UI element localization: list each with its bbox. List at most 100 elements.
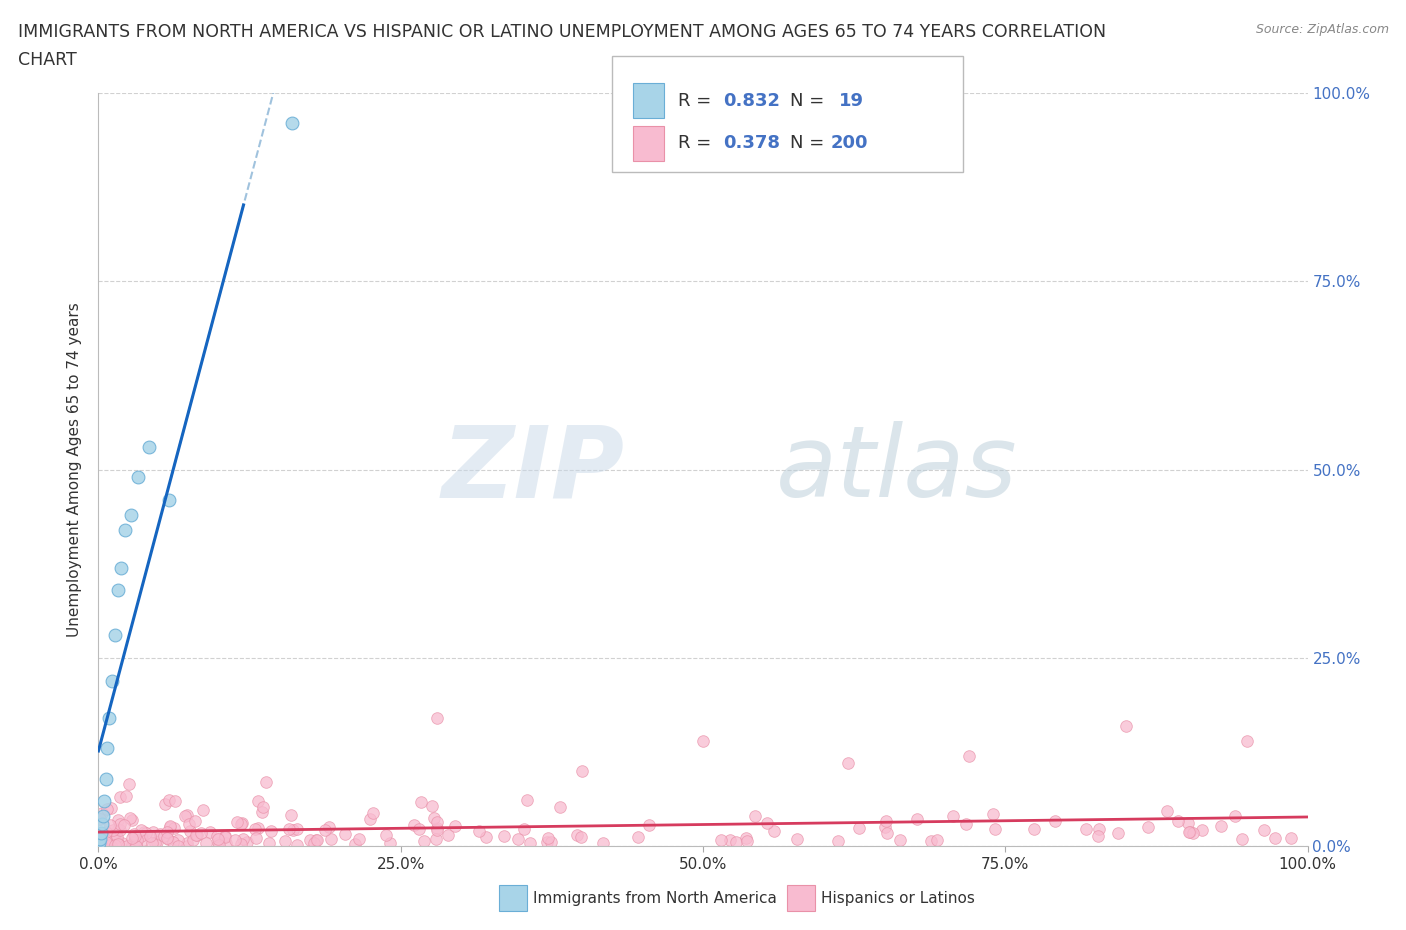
Point: [121, 830, 143, 845]
Point: [190, 825, 212, 840]
Point: [984, 821, 1007, 836]
Point: [122, 834, 145, 849]
Point: [955, 817, 977, 831]
Text: 200: 200: [831, 134, 869, 153]
Point: [163, 820, 186, 835]
Point: [827, 833, 849, 848]
Point: [90, 805, 112, 820]
Point: [423, 810, 446, 825]
Point: [592, 835, 614, 850]
Point: [361, 805, 384, 820]
Point: [174, 808, 197, 823]
Point: [129, 829, 152, 844]
Text: CHART: CHART: [18, 51, 77, 69]
Point: [214, 830, 236, 844]
Text: R =: R =: [678, 91, 717, 110]
Point: [444, 818, 467, 833]
Point: [93, 793, 115, 808]
Point: [274, 833, 297, 848]
Point: [156, 831, 179, 846]
Point: [100, 838, 122, 853]
Point: [125, 837, 148, 852]
Point: [104, 838, 127, 853]
Point: [252, 800, 274, 815]
Point: [1156, 804, 1178, 818]
Point: [1087, 828, 1109, 843]
Point: [278, 821, 301, 836]
Point: [247, 793, 270, 808]
Point: [104, 839, 127, 854]
Point: [138, 440, 160, 455]
Text: 0.832: 0.832: [723, 91, 780, 110]
Point: [107, 822, 129, 837]
Point: [519, 836, 541, 851]
Point: [744, 808, 766, 823]
Point: [224, 832, 246, 847]
Y-axis label: Unemployment Among Ages 65 to 74 years: Unemployment Among Ages 65 to 74 years: [67, 302, 83, 637]
Point: [184, 814, 207, 829]
Point: [131, 822, 153, 837]
Point: [91, 828, 114, 843]
Point: [96, 834, 118, 849]
Point: [127, 470, 149, 485]
Point: [91, 809, 114, 824]
Point: [437, 828, 460, 843]
Point: [177, 817, 200, 831]
Point: [875, 820, 897, 835]
Point: [107, 835, 129, 850]
Point: [94, 827, 117, 842]
Point: [207, 836, 229, 851]
Point: [115, 789, 138, 804]
Point: [1022, 821, 1045, 836]
Point: [1236, 734, 1258, 749]
Point: [280, 808, 302, 823]
Point: [250, 804, 273, 819]
Point: [1107, 826, 1129, 841]
Point: [91, 817, 114, 831]
Point: [692, 734, 714, 749]
Point: [516, 792, 538, 807]
Point: [229, 817, 252, 831]
Point: [101, 828, 124, 843]
Point: [121, 813, 143, 828]
Text: N =: N =: [790, 134, 830, 153]
Point: [112, 817, 135, 832]
Point: [205, 829, 228, 844]
Point: [540, 834, 562, 849]
Point: [1209, 818, 1232, 833]
Point: [141, 835, 163, 850]
Point: [1253, 822, 1275, 837]
Point: [135, 826, 157, 841]
Point: [124, 831, 146, 846]
Point: [127, 832, 149, 847]
Point: [243, 821, 266, 836]
Point: [1043, 814, 1066, 829]
Point: [193, 803, 215, 817]
Point: [281, 823, 304, 838]
Point: [1178, 825, 1201, 840]
Point: [225, 815, 247, 830]
Point: [124, 827, 146, 842]
Point: [305, 833, 328, 848]
Text: 0.378: 0.378: [723, 134, 780, 153]
Point: [208, 838, 231, 853]
Point: [786, 831, 808, 846]
Point: [734, 831, 756, 846]
Point: [408, 821, 430, 836]
Point: [121, 837, 143, 852]
Point: [90, 838, 112, 853]
Point: [260, 823, 283, 838]
Point: [163, 793, 186, 808]
Point: [176, 836, 198, 851]
Text: Immigrants from North America: Immigrants from North America: [533, 891, 776, 906]
Point: [98, 817, 121, 832]
Point: [1279, 830, 1302, 845]
Point: [114, 523, 136, 538]
Point: [413, 834, 436, 849]
Point: [89, 831, 111, 846]
Point: [409, 795, 432, 810]
Point: [1136, 819, 1159, 834]
Point: [122, 833, 145, 848]
Point: [236, 834, 259, 849]
Point: [143, 836, 166, 851]
